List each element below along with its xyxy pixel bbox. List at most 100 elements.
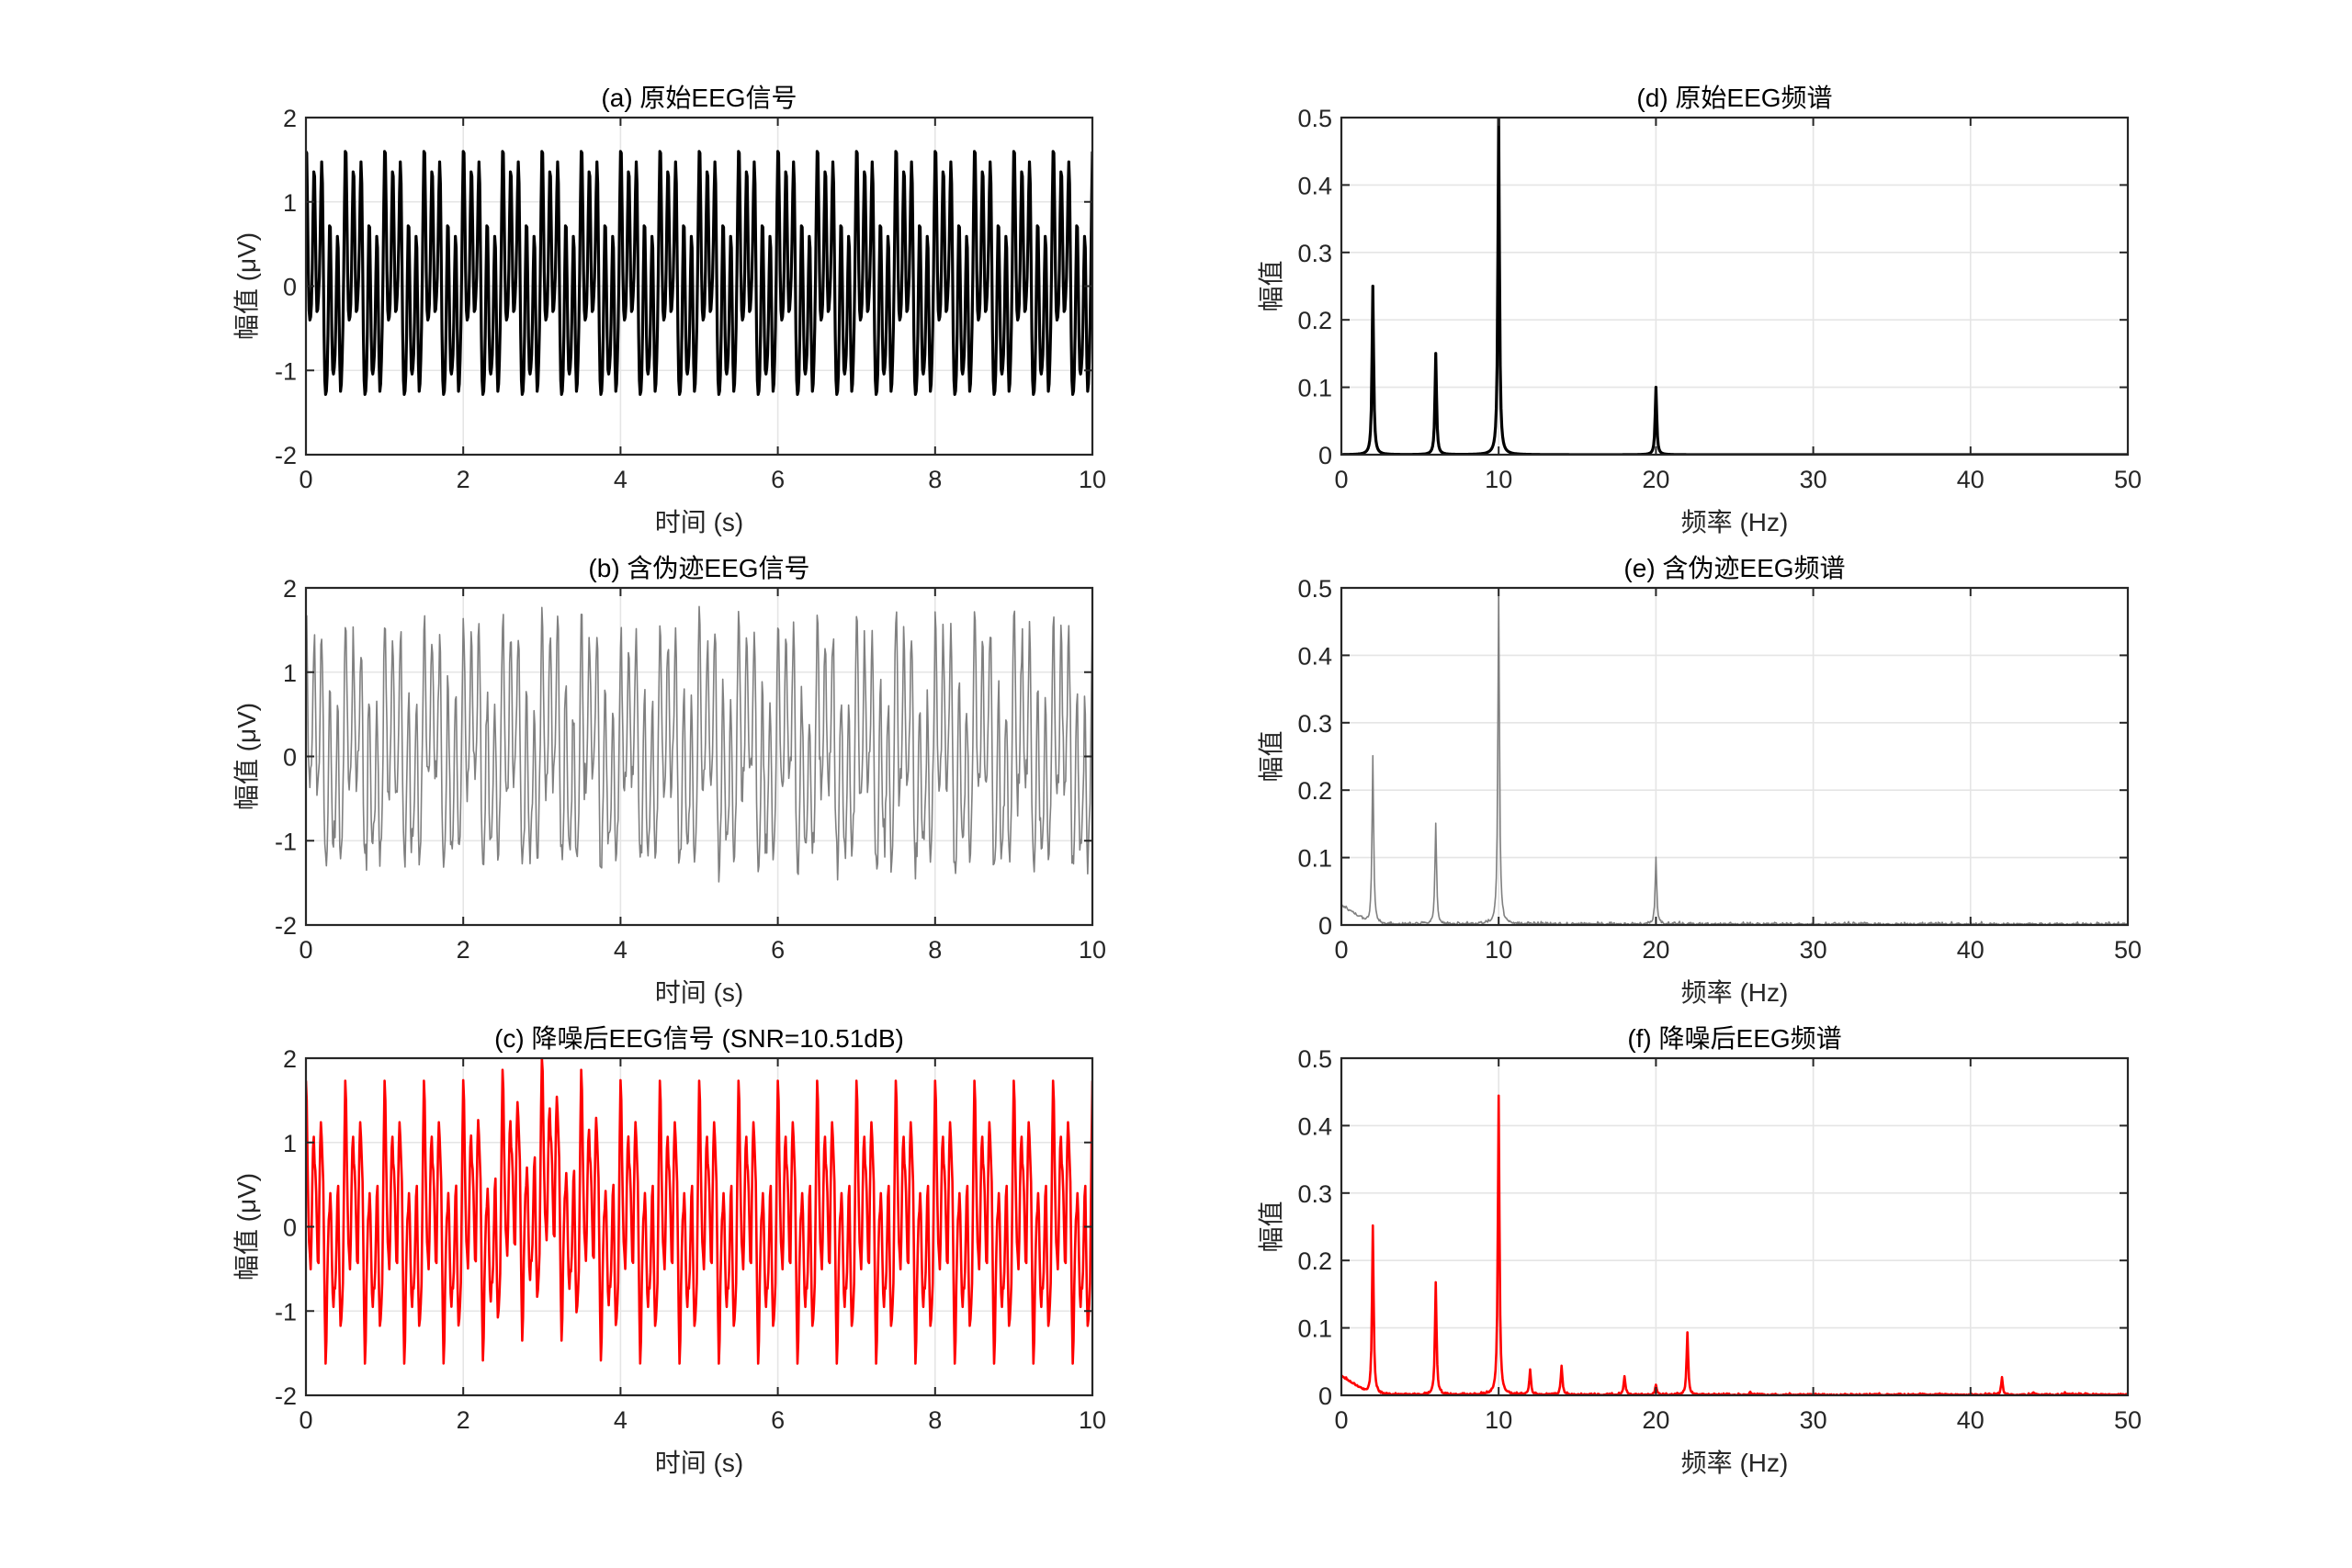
y-axis-label: 幅值 <box>1257 730 1285 782</box>
series-line-a <box>306 150 1092 396</box>
y-tick-label: 0.3 <box>1297 1180 1332 1208</box>
y-axis-label: 幅值 <box>1257 1201 1285 1252</box>
y-tick-label: 0.5 <box>1297 105 1332 132</box>
x-tick-label: 2 <box>457 1406 470 1434</box>
y-tick-label: 1 <box>283 189 297 217</box>
y-tick-label: 0 <box>1318 1382 1332 1410</box>
x-tick-label: 8 <box>928 1406 942 1434</box>
panel-f-denoised-spectrum: 0 10 20 30 40 50 0 0.1 0.2 0.3 0.4 0.5 (f) 降噪后EEG频谱频… <box>1257 1024 2142 1477</box>
x-tick-label: 50 <box>2114 1406 2142 1434</box>
x-tick-label: 2 <box>457 466 470 493</box>
y-axis-label: 幅值 (μV) <box>232 703 261 810</box>
x-tick-label: 0 <box>299 1406 312 1434</box>
y-tick-label: 0.5 <box>1297 1045 1332 1073</box>
x-tick-label: 4 <box>614 936 628 964</box>
x-tick-label: 30 <box>1800 466 1827 493</box>
y-tick-label: 2 <box>283 575 297 603</box>
x-tick-label: 8 <box>928 466 942 493</box>
panel-title: (e) 含伪迹EEG频谱 <box>1623 554 1845 582</box>
y-tick-label: 0.2 <box>1297 307 1332 334</box>
x-tick-label: 10 <box>1079 1406 1106 1434</box>
y-tick-label: 0.3 <box>1297 710 1332 738</box>
y-tick-label: 1 <box>283 660 297 687</box>
x-tick-label: 10 <box>1485 1406 1512 1434</box>
y-tick-label: 0 <box>283 1214 297 1242</box>
y-tick-label: -2 <box>275 912 297 940</box>
x-axis-label: 时间 (s) <box>655 508 743 536</box>
x-tick-label: 10 <box>1079 936 1106 964</box>
x-tick-label: 20 <box>1642 936 1669 964</box>
y-tick-label: 0.1 <box>1297 375 1332 402</box>
y-tick-label: 0.3 <box>1297 240 1332 267</box>
y-tick-label: 0.4 <box>1297 1112 1332 1140</box>
axes-box <box>1340 586 2130 927</box>
y-tick-label: -1 <box>275 1298 297 1325</box>
y-tick-label: 0.2 <box>1297 777 1332 805</box>
x-tick-label: 8 <box>928 936 942 964</box>
y-tick-label: 1 <box>283 1130 297 1157</box>
x-tick-label: 10 <box>1485 466 1512 493</box>
series-line-c <box>306 1057 1092 1365</box>
x-tick-label: 2 <box>457 936 470 964</box>
y-axis-label: 幅值 <box>1257 260 1285 311</box>
x-tick-label: 30 <box>1800 936 1827 964</box>
panel-title: (f) 降噪后EEG频谱 <box>1627 1024 1841 1053</box>
axes-box <box>1340 116 2130 457</box>
y-tick-label: 0.5 <box>1297 575 1332 603</box>
x-axis-label: 频率 (Hz) <box>1681 978 1789 1007</box>
y-tick-label: 0.1 <box>1297 845 1332 873</box>
panel-title: (d) 原始EEG频谱 <box>1636 84 1832 112</box>
y-tick-label: 0.4 <box>1297 642 1332 670</box>
x-tick-label: 20 <box>1642 466 1669 493</box>
y-tick-label: -1 <box>275 828 297 855</box>
x-tick-label: 50 <box>2114 936 2142 964</box>
x-tick-label: 0 <box>1334 1406 1348 1434</box>
x-axis-label: 时间 (s) <box>655 1449 743 1477</box>
x-tick-label: 6 <box>771 1406 785 1434</box>
x-tick-label: 10 <box>1079 466 1106 493</box>
x-tick-label: 40 <box>1957 1406 1984 1434</box>
x-tick-label: 4 <box>614 466 628 493</box>
y-tick-label: -1 <box>275 357 297 385</box>
x-tick-label: 20 <box>1642 1406 1669 1434</box>
axes-box <box>1340 1056 2130 1397</box>
y-tick-label: 2 <box>283 105 297 132</box>
y-tick-label: 0 <box>1318 912 1332 940</box>
x-tick-label: 0 <box>299 936 312 964</box>
x-tick-label: 0 <box>1334 466 1348 493</box>
x-tick-label: 6 <box>771 466 785 493</box>
series-line-b <box>306 605 1092 883</box>
y-tick-label: 0 <box>283 744 297 772</box>
y-tick-label: 2 <box>283 1045 297 1073</box>
y-tick-label: 0.1 <box>1297 1315 1332 1343</box>
y-tick-label: -2 <box>275 1382 297 1410</box>
panel-c-denoised-signal: 0 2 4 6 8 10 -2 -1 0 1 2 (c) 降噪后EEG信号 (SNR=10.51dB)… <box>232 1024 1106 1477</box>
panel-title: (c) 降噪后EEG信号 (SNR=10.51dB) <box>494 1024 904 1053</box>
x-tick-label: 40 <box>1957 466 1984 493</box>
y-tick-label: 0 <box>283 274 297 301</box>
x-axis-label: 时间 (s) <box>655 978 743 1007</box>
x-tick-label: 4 <box>614 1406 628 1434</box>
x-axis-label: 频率 (Hz) <box>1681 508 1789 536</box>
x-axis-label: 频率 (Hz) <box>1681 1449 1789 1477</box>
x-tick-label: 0 <box>1334 936 1348 964</box>
x-tick-label: 6 <box>771 936 785 964</box>
x-tick-label: 0 <box>299 466 312 493</box>
y-axis-label: 幅值 (μV) <box>232 1173 261 1280</box>
y-tick-label: 0.2 <box>1297 1247 1332 1275</box>
panel-title: (b) 含伪迹EEG信号 <box>588 554 809 582</box>
panel-d-original-spectrum: 0 10 20 30 40 50 0 0.1 0.2 0.3 0.4 0.5 (d) 原始EEG频谱频率… <box>1257 84 2142 536</box>
panel-e-artifact-spectrum: 0 10 20 30 40 50 0 0.1 0.2 0.3 0.4 0.5 (e) 含伪迹EEG频谱频… <box>1257 554 2142 1007</box>
x-tick-label: 40 <box>1957 936 1984 964</box>
y-tick-label: 0 <box>1318 442 1332 469</box>
x-tick-label: 10 <box>1485 936 1512 964</box>
panel-title: (a) 原始EEG信号 <box>601 84 797 112</box>
x-tick-label: 30 <box>1800 1406 1827 1434</box>
y-axis-label: 幅值 (μV) <box>232 232 261 340</box>
y-tick-label: 0.4 <box>1297 172 1332 199</box>
x-tick-label: 50 <box>2114 466 2142 493</box>
y-tick-label: -2 <box>275 442 297 469</box>
